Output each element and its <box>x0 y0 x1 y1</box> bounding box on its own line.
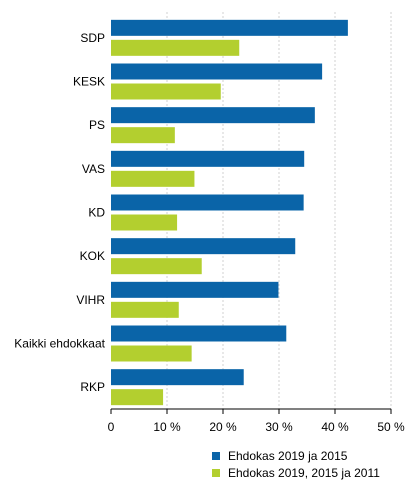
category-label: KOK <box>80 249 105 263</box>
x-axis-ticks: 0 10 % 20 % 30 % 40 % 50 % <box>108 409 405 434</box>
x-tick-label: 10 % <box>153 420 181 434</box>
bar-2-1 <box>111 83 221 100</box>
x-tick-label: 40 % <box>321 420 349 434</box>
x-tick-label: 20 % <box>209 420 237 434</box>
bar-2-0 <box>111 39 240 56</box>
bar-2-6 <box>111 301 179 318</box>
category-labels: SDP KESK PS VAS KD KOK VIHR Kaikki ehdokkaat RKP <box>14 31 105 394</box>
category-label: KD <box>88 206 105 220</box>
bar-1-6 <box>111 281 279 298</box>
x-tick-label: 30 % <box>265 420 293 434</box>
category-label: VAS <box>82 162 105 176</box>
legend-swatch-1 <box>212 452 220 460</box>
bar-1-2 <box>111 107 315 124</box>
legend-label-2: Ehdokas 2019, 2015 ja 2011 <box>228 466 380 480</box>
category-label: RKP <box>80 380 105 394</box>
bar-2-2 <box>111 127 175 144</box>
bar-1-1 <box>111 63 323 80</box>
bar-2-8 <box>111 389 164 406</box>
bar-2-4 <box>111 214 178 231</box>
bar-1-3 <box>111 150 305 167</box>
bar-2-7 <box>111 345 192 362</box>
bars <box>111 19 348 406</box>
category-label: Kaikki ehdokkaat <box>14 337 105 351</box>
category-label: PS <box>89 118 105 132</box>
bar-1-7 <box>111 325 287 342</box>
category-label: KESK <box>73 75 105 89</box>
bar-2-5 <box>111 258 202 275</box>
legend: Ehdokas 2019 ja 2015 Ehdokas 2019, 2015 j… <box>212 449 380 480</box>
legend-swatch-2 <box>212 469 220 477</box>
bar-1-4 <box>111 194 304 211</box>
bar-1-0 <box>111 19 348 36</box>
legend-label-1: Ehdokas 2019 ja 2015 <box>228 449 348 463</box>
bar-1-5 <box>111 238 296 255</box>
x-tick-label: 0 <box>108 420 115 434</box>
category-label: VIHR <box>76 293 105 307</box>
bar-1-8 <box>111 369 244 386</box>
x-tick-label: 50 % <box>377 420 405 434</box>
bar-2-3 <box>111 170 195 187</box>
category-label: SDP <box>80 31 105 45</box>
